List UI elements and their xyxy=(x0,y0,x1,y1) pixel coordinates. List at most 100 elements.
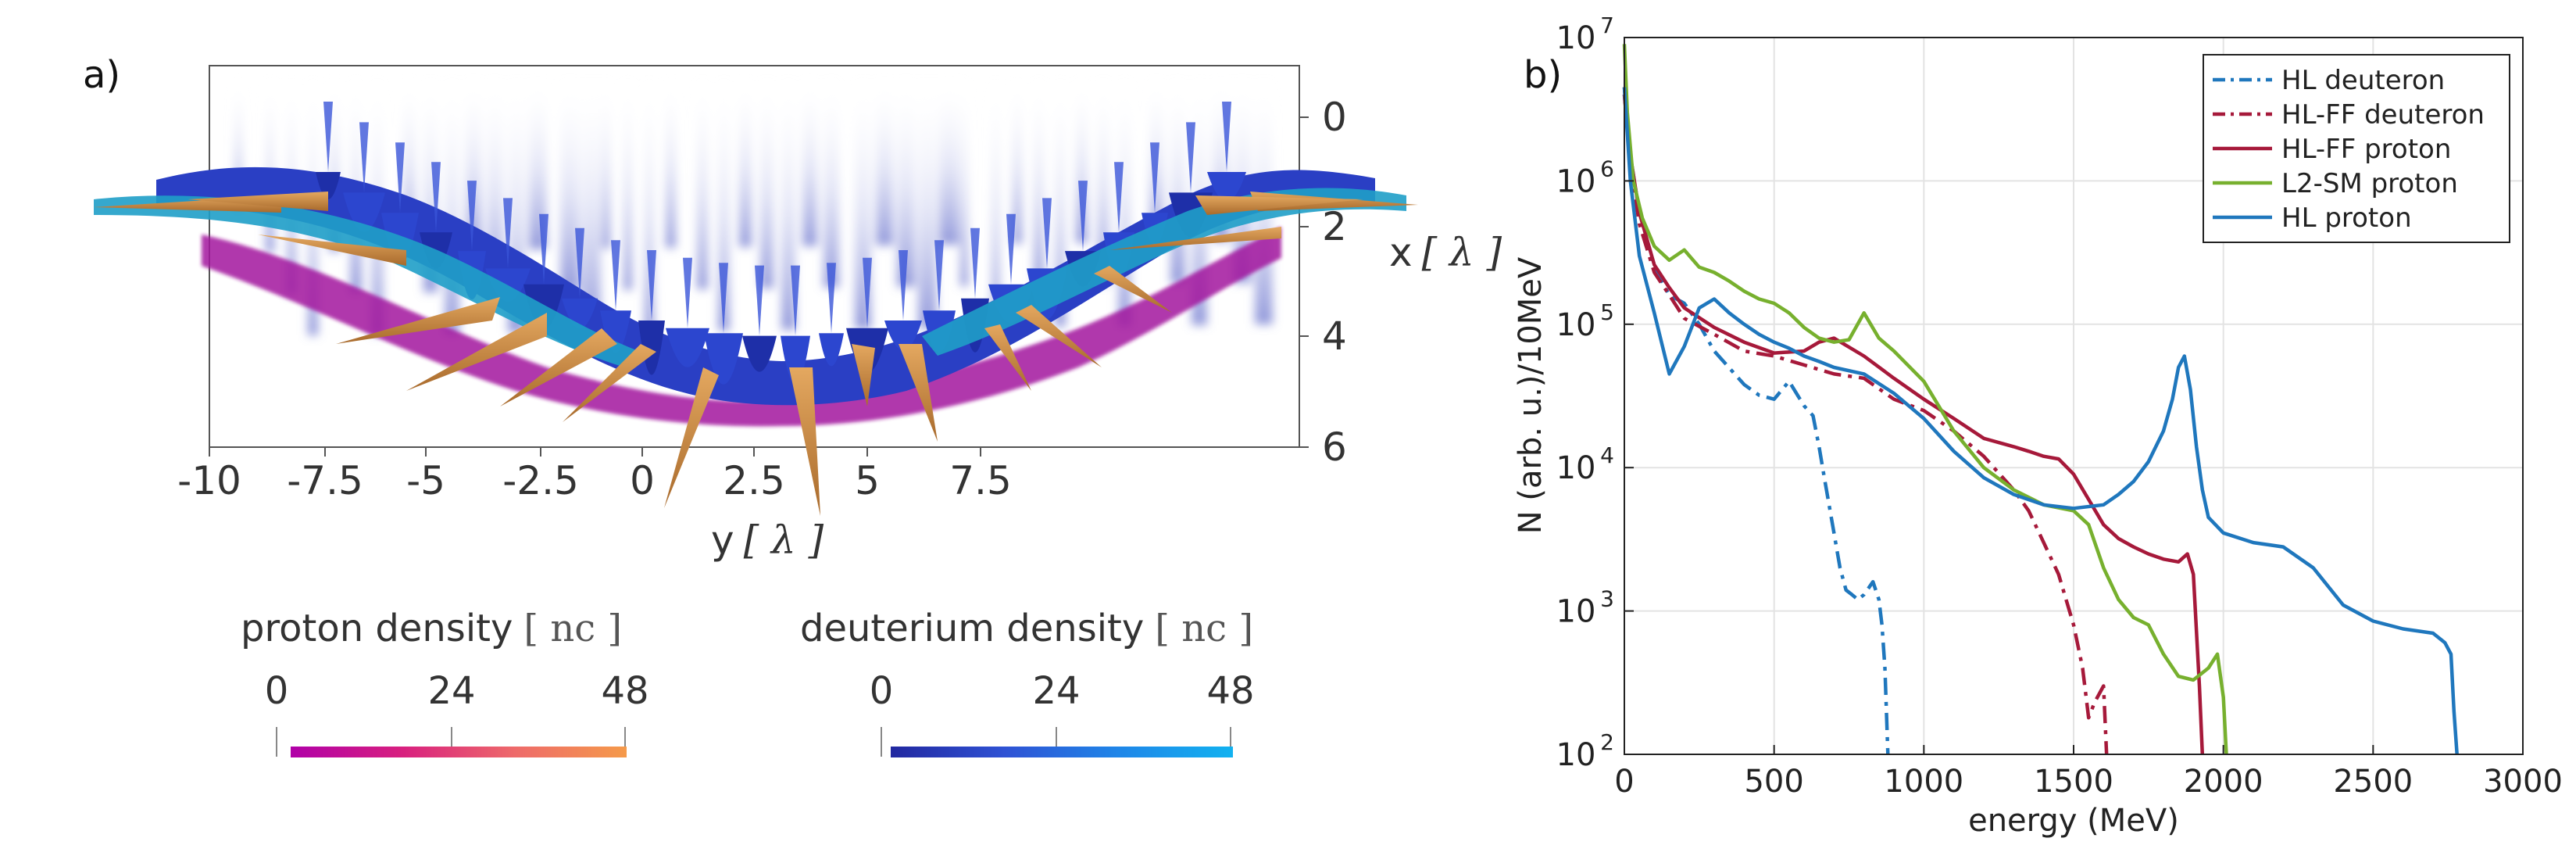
x-axis-unit: [ λ ] xyxy=(1422,230,1502,275)
plume-streak xyxy=(802,78,817,246)
deuteron-plume-root xyxy=(970,227,980,299)
legend-entry: HL-FF proton xyxy=(2281,134,2451,165)
deuteron-finger xyxy=(884,320,922,351)
deuteron-plume-root xyxy=(827,263,836,334)
y-tick-label: -2.5 xyxy=(502,458,579,503)
deuteron-plume-root xyxy=(1006,213,1016,285)
proton-spike xyxy=(563,344,656,422)
series-line-l2-sm-proton xyxy=(1622,44,2228,755)
y-tick-label: -5 xyxy=(406,458,445,503)
deuterium-cb-tick-2: 48 xyxy=(1206,669,1254,713)
y-tick-label: 10 xyxy=(1556,307,1596,343)
legend-entry: HL deuteron xyxy=(2281,65,2445,96)
deuteron-plume-root xyxy=(323,102,333,172)
series-line-hl-ff-proton xyxy=(1622,87,2205,755)
proton-spike xyxy=(899,344,938,442)
y-tick-label: -7.5 xyxy=(287,458,363,503)
proton-spike xyxy=(1195,195,1363,215)
proton-colorbar: proton density[ nc ] 0 24 48 xyxy=(241,607,649,757)
y-tick-label: 10 xyxy=(1556,20,1596,56)
y-tick-label: 7.5 xyxy=(949,458,1012,503)
proton-cb-tick-0: 0 xyxy=(265,669,289,713)
proton-cb-tick-1: 24 xyxy=(427,669,475,713)
x-tick-label: 500 xyxy=(1744,764,1803,800)
deuterium-colorbar-gradient xyxy=(891,747,1233,757)
x-tick-label: 0 xyxy=(1614,764,1634,800)
y-tick-label: 2.5 xyxy=(723,458,785,503)
deuteron-plume-root xyxy=(683,257,692,328)
y-tick-label: 10 xyxy=(1556,737,1596,773)
y-axis-ticks: -10 -7.5 -5 -2.5 0 2.5 5 7.5 xyxy=(177,447,1012,503)
deuterium-colorbar: deuterium density [ nc ] 0 24 48 xyxy=(800,607,1255,757)
proton-spike xyxy=(336,297,500,344)
deuteron-plume-root xyxy=(1222,102,1231,172)
y-axis-label-var: y xyxy=(711,517,734,563)
x-axis-label-var: x xyxy=(1389,230,1413,275)
deuteron-plume-root xyxy=(1150,142,1159,213)
plume-streak xyxy=(697,78,708,289)
proton-spike xyxy=(500,328,617,406)
y-tick-label: 0 xyxy=(630,458,655,503)
deuteron-plume-root xyxy=(934,240,944,311)
plume-streak xyxy=(602,78,610,249)
deuteron-plume-root xyxy=(575,227,584,299)
proton-cb-tick-2: 48 xyxy=(601,669,648,713)
proton-spike xyxy=(1094,266,1172,313)
proton-spike xyxy=(406,313,547,391)
plume-streak xyxy=(918,78,937,328)
deuteron-plume-root xyxy=(1186,122,1195,193)
deuteron-finger xyxy=(819,333,844,367)
proton-colorbar-label: proton density xyxy=(241,607,513,650)
x-tick-label: 3000 xyxy=(2483,764,2563,800)
plume-streak xyxy=(445,78,459,334)
y-tick-exponent: 7 xyxy=(1600,13,1614,38)
x-tick-label: 1000 xyxy=(1884,764,1963,800)
deuteron-finger xyxy=(704,333,743,385)
proton-spike xyxy=(1109,227,1281,250)
y-tick-label: 10 xyxy=(1556,450,1596,486)
series-line-hl-ff-deuteron xyxy=(1622,94,2109,755)
deuteron-plume-root xyxy=(899,250,908,321)
plume-streak xyxy=(581,78,601,332)
x-axis-label: x[ λ ] xyxy=(1389,230,1502,275)
plume-streak xyxy=(623,78,632,290)
panel-a-label: a) xyxy=(83,53,120,97)
x-tick-label: 1500 xyxy=(2034,764,2113,800)
plume-streak xyxy=(1013,78,1022,244)
x-axis-ticks: 0 500 1000 1500 2000 2500 3000 xyxy=(1614,745,2563,800)
deuteron-plume-root xyxy=(647,250,656,321)
proton-colorbar-gradient xyxy=(291,747,627,757)
legend-entry: HL-FF deuteron xyxy=(2281,99,2485,131)
deuteron-plume-root xyxy=(791,265,800,336)
plume-streak xyxy=(739,78,752,247)
plume-streak xyxy=(824,78,839,288)
y-axis-label: y[ λ ] xyxy=(711,517,824,563)
deuteron-plume-root xyxy=(1078,181,1088,252)
deuteron-plume-root xyxy=(719,263,728,334)
x-axis-ticks: 0 2 4 6 xyxy=(1299,95,1347,470)
deuteron-plume-root xyxy=(539,213,548,285)
y-tick-exponent: 2 xyxy=(1600,729,1614,755)
proton-spike xyxy=(664,367,719,508)
proton-colorbar-title: proton density[ nc ] xyxy=(241,607,622,650)
deuteron-finger xyxy=(638,320,665,375)
proton-spike xyxy=(789,367,820,516)
proton-spike xyxy=(1016,305,1102,367)
plume-streak xyxy=(560,78,579,291)
proton-colorbar-unit: [ nc ] xyxy=(523,607,622,650)
panel-b-label: b) xyxy=(1524,53,1562,97)
plume-streak xyxy=(666,78,676,248)
y-tick-exponent: 3 xyxy=(1600,586,1614,612)
proton-spike xyxy=(188,192,328,211)
series-lines xyxy=(1622,44,2459,755)
plume-streak xyxy=(939,78,959,245)
plume-streak xyxy=(266,78,274,252)
deuterium-cb-tick-1: 24 xyxy=(1032,669,1080,713)
proton-spikes xyxy=(94,192,1418,516)
y-axis-title: N (arb. u.)/10MeV xyxy=(1513,256,1549,534)
plume-streak xyxy=(1034,78,1044,285)
proton-density-layer xyxy=(202,227,1281,427)
plume-streak xyxy=(960,78,968,286)
